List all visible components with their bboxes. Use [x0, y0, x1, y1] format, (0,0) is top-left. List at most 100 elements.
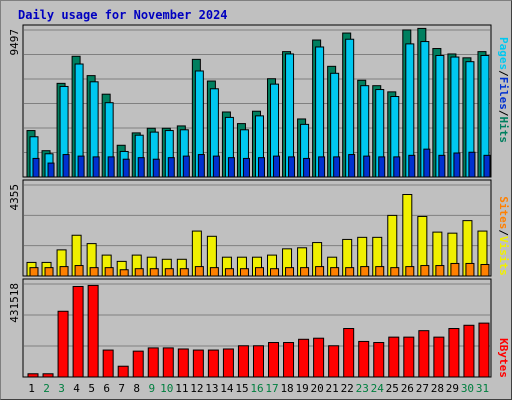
- bar-sites: [224, 268, 234, 277]
- bar-kbytes: [192, 349, 204, 378]
- bar-pages: [167, 157, 175, 178]
- bar-pages: [62, 154, 70, 178]
- bar-kbytes: [388, 336, 400, 378]
- bar-pages: [92, 156, 100, 178]
- bar-kbytes: [147, 347, 159, 378]
- side-label-kbytes: KBytes: [497, 338, 510, 378]
- legend-files: Files: [497, 77, 510, 110]
- bar-kbytes: [252, 345, 264, 378]
- bar-pages: [408, 154, 416, 178]
- bar-kbytes: [328, 345, 340, 378]
- x-tick-label: 5: [88, 382, 95, 395]
- bar-kbytes: [207, 349, 219, 378]
- bar-pages: [348, 154, 356, 178]
- bar-kbytes: [177, 348, 189, 378]
- bar-kbytes: [283, 342, 295, 378]
- bar-sites: [239, 268, 249, 277]
- x-tick-label: 27: [416, 382, 429, 395]
- x-tick-label: 17: [265, 382, 278, 395]
- legend-sep: /: [497, 229, 510, 236]
- bar-pages: [318, 156, 326, 178]
- x-tick-label: 18: [280, 382, 293, 395]
- x-tick-label: 26: [401, 382, 414, 395]
- bar-kbytes: [132, 350, 144, 378]
- x-tick-label: 21: [326, 382, 339, 395]
- x-tick-label: 9: [148, 382, 155, 395]
- legend-visits: Visits: [497, 236, 510, 276]
- bar-pages: [242, 157, 250, 178]
- bar-pages: [288, 156, 296, 178]
- bar-kbytes: [448, 328, 460, 378]
- bar-sites: [345, 267, 355, 277]
- legend-hits: Hits: [497, 117, 510, 144]
- bar-sites: [285, 267, 295, 277]
- bar-sites: [104, 267, 114, 277]
- bar-sites: [149, 268, 159, 277]
- bar-sites: [465, 262, 475, 277]
- bar-kbytes: [478, 322, 490, 378]
- bar-kbytes: [117, 365, 129, 378]
- ymax-label-hits-files-pages: 9497: [8, 29, 21, 56]
- bar-sites: [254, 267, 264, 277]
- bar-pages: [122, 158, 130, 178]
- x-tick-label: 15: [235, 382, 248, 395]
- x-tick-label: 4: [73, 382, 80, 395]
- bar-sites: [435, 265, 445, 277]
- bar-pages: [423, 148, 431, 178]
- bar-pages: [483, 154, 491, 178]
- bar-kbytes: [373, 342, 385, 378]
- bar-kbytes: [463, 324, 475, 378]
- bar-kbytes: [237, 345, 249, 378]
- bar-sites: [480, 264, 490, 277]
- bar-pages: [393, 156, 401, 178]
- x-tick-label: 25: [386, 382, 399, 395]
- bar-kbytes: [102, 349, 114, 378]
- bar-kbytes: [268, 342, 280, 378]
- legend-sep: /: [497, 110, 510, 117]
- chart-title: Daily usage for November 2024: [18, 8, 228, 22]
- x-tick-label: 13: [205, 382, 218, 395]
- bar-visits: [402, 194, 413, 277]
- bar-pages: [227, 157, 235, 178]
- bar-pages: [152, 158, 160, 178]
- x-tick-label: 7: [118, 382, 125, 395]
- legend-sites: Sites: [497, 196, 510, 229]
- bar-sites: [375, 266, 385, 277]
- x-tick-label: 28: [431, 382, 444, 395]
- bar-sites: [29, 267, 39, 277]
- x-tick-label: 11: [175, 382, 188, 395]
- bar-sites: [134, 268, 144, 277]
- x-tick-label: 24: [371, 382, 385, 395]
- bar-kbytes: [222, 348, 234, 378]
- x-tick-label: 3: [58, 382, 65, 395]
- bar-pages: [453, 152, 461, 178]
- ymax-label-kbytes: 431518: [8, 283, 21, 323]
- bar-pages: [77, 155, 85, 178]
- bar-kbytes: [403, 336, 415, 378]
- bar-kbytes: [162, 347, 174, 378]
- bar-sites: [315, 266, 325, 277]
- bar-kbytes: [42, 373, 54, 378]
- bar-kbytes: [433, 336, 445, 378]
- bar-sites: [270, 268, 280, 277]
- bar-sites: [164, 268, 174, 277]
- bar-kbytes: [57, 310, 69, 378]
- x-tick-label: 16: [250, 382, 263, 395]
- bar-pages: [197, 154, 205, 178]
- x-tick-label: 10: [160, 382, 173, 395]
- bar-visits: [387, 214, 398, 277]
- bar-sites: [179, 268, 189, 277]
- side-label-visits-sites: Sites/Visits: [497, 196, 510, 276]
- bar-kbytes: [313, 337, 325, 378]
- bar-pages: [378, 156, 386, 178]
- x-tick-label: 22: [341, 382, 354, 395]
- x-tick-label: 19: [295, 382, 308, 395]
- bar-pages: [47, 162, 55, 178]
- x-tick-label: 6: [103, 382, 110, 395]
- bar-sites: [44, 267, 54, 277]
- bar-sites: [209, 267, 219, 277]
- bar-kbytes: [298, 338, 310, 378]
- bar-pages: [137, 157, 145, 178]
- legend-pages: Pages: [497, 37, 510, 70]
